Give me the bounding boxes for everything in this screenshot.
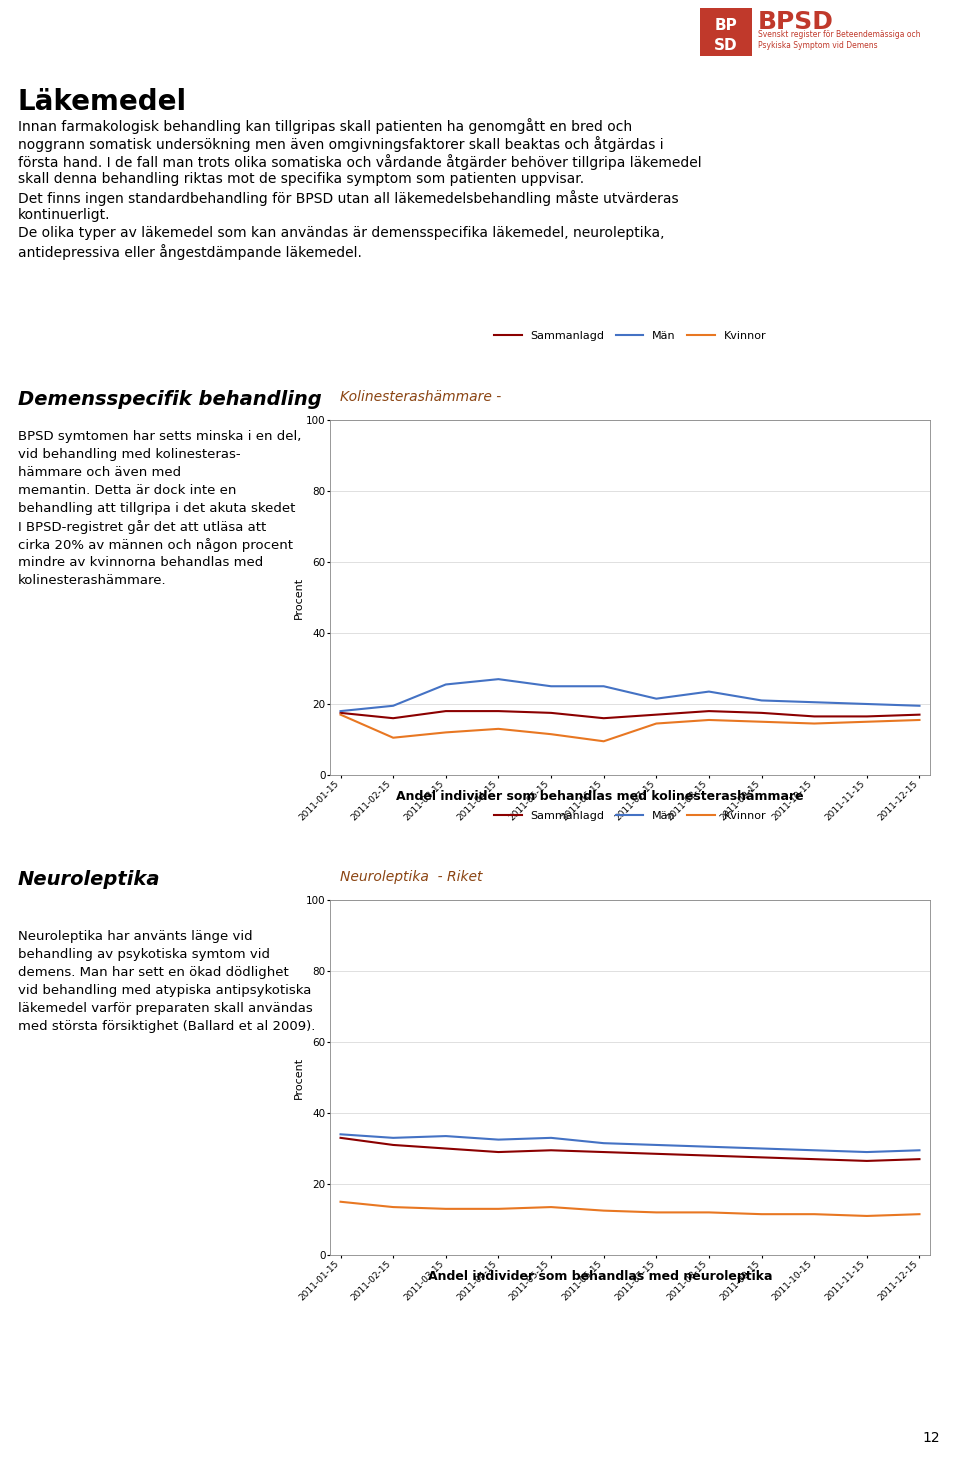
Text: I BPSD-registret går det att utläsa att: I BPSD-registret går det att utläsa att: [18, 520, 266, 534]
Text: vid behandling med kolinesteras-: vid behandling med kolinesteras-: [18, 449, 241, 460]
Text: noggrann somatisk undersökning men även omgivningsfaktorer skall beaktas och åtg: noggrann somatisk undersökning men även …: [18, 136, 663, 152]
Text: skall denna behandling riktas mot de specifika symptom som patienten uppvisar.: skall denna behandling riktas mot de spe…: [18, 172, 584, 186]
Text: mindre av kvinnorna behandlas med: mindre av kvinnorna behandlas med: [18, 556, 263, 569]
Text: BP: BP: [714, 19, 737, 34]
Text: BPSD symtomen har setts minska i en del,: BPSD symtomen har setts minska i en del,: [18, 430, 301, 443]
Text: kolinesterashämmare.: kolinesterashämmare.: [18, 575, 167, 586]
Text: Innan farmakologisk behandling kan tillgripas skall patienten ha genomgått en br: Innan farmakologisk behandling kan tillg…: [18, 117, 632, 133]
Text: Neuroleptika  - Riket: Neuroleptika - Riket: [340, 869, 483, 884]
Text: vid behandling med atypiska antipsykotiska: vid behandling med atypiska antipsykotis…: [18, 984, 311, 997]
Legend: Sammanlagd, Män, Kvinnor: Sammanlagd, Män, Kvinnor: [490, 806, 771, 825]
Text: antidepressiva eller ångestdämpande läkemedel.: antidepressiva eller ångestdämpande läke…: [18, 243, 362, 259]
Text: kontinuerligt.: kontinuerligt.: [18, 208, 110, 221]
Text: Läkemedel: Läkemedel: [18, 88, 187, 116]
Text: cirka 20% av männen och någon procent: cirka 20% av männen och någon procent: [18, 538, 293, 553]
Text: 12: 12: [923, 1431, 940, 1445]
Legend: Sammanlagd, Män, Kvinnor: Sammanlagd, Män, Kvinnor: [490, 325, 771, 345]
Text: hämmare och även med: hämmare och även med: [18, 466, 181, 479]
Text: första hand. I de fall man trots olika somatiska och vårdande åtgärder behöver t: första hand. I de fall man trots olika s…: [18, 154, 702, 170]
Text: demens. Man har sett en ökad dödlighet: demens. Man har sett en ökad dödlighet: [18, 966, 289, 979]
Text: SD: SD: [714, 38, 738, 53]
Y-axis label: Procent: Procent: [294, 576, 303, 619]
Text: Kolinesterashämmare -: Kolinesterashämmare -: [340, 390, 501, 405]
Text: Andel individer som behandlas med kolinesterashämmare: Andel individer som behandlas med koline…: [396, 790, 804, 803]
Text: memantin. Detta är dock inte en: memantin. Detta är dock inte en: [18, 484, 236, 497]
Text: De olika typer av läkemedel som kan användas är demensspecifika läkemedel, neuro: De olika typer av läkemedel som kan anvä…: [18, 226, 664, 240]
FancyBboxPatch shape: [700, 7, 752, 56]
Text: läkemedel varför preparaten skall användas: läkemedel varför preparaten skall använd…: [18, 1001, 313, 1014]
Text: Det finns ingen standardbehandling för BPSD utan all läkemedelsbehandling måste : Det finns ingen standardbehandling för B…: [18, 191, 679, 205]
Text: Neuroleptika har använts länge vid: Neuroleptika har använts länge vid: [18, 929, 252, 943]
Text: Andel individer som behandlas med neuroleptika: Andel individer som behandlas med neurol…: [428, 1270, 772, 1283]
Text: behandling av psykotiska symtom vid: behandling av psykotiska symtom vid: [18, 949, 270, 962]
Text: behandling att tillgripa i det akuta skedet: behandling att tillgripa i det akuta ske…: [18, 501, 296, 515]
Text: med största försiktighet (Ballard et al 2009).: med största försiktighet (Ballard et al …: [18, 1020, 316, 1034]
Text: Demensspecifik behandling: Demensspecifik behandling: [18, 390, 322, 409]
Y-axis label: Procent: Procent: [294, 1057, 303, 1098]
Text: Neuroleptika: Neuroleptika: [18, 869, 160, 888]
Text: Svenskt register för Beteendemässiga och
Psykiska Symptom vid Demens: Svenskt register för Beteendemässiga och…: [758, 29, 921, 50]
Text: BPSD: BPSD: [758, 10, 834, 34]
